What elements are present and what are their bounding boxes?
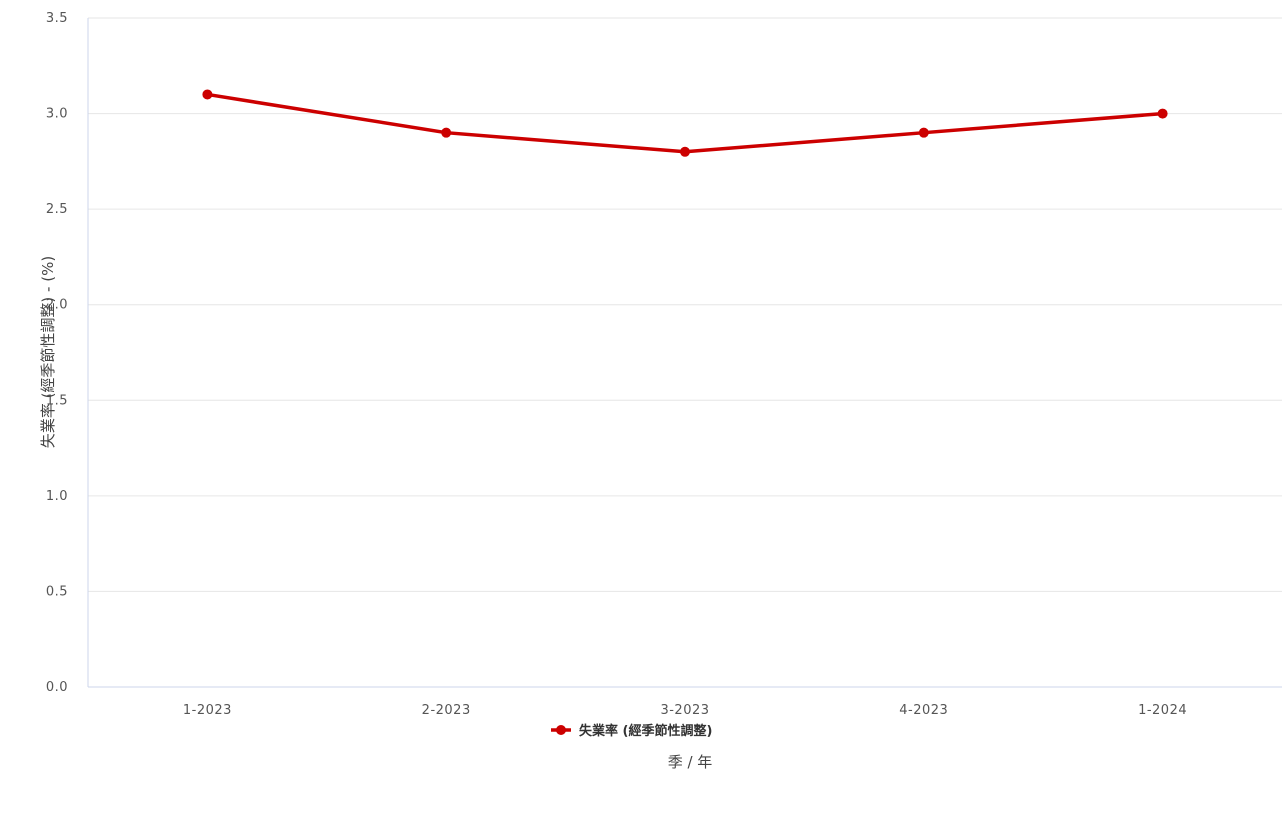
- x-tick-label: 4-2023: [899, 703, 948, 718]
- x-tick-label: 2-2023: [422, 703, 471, 718]
- gridlines: [88, 17, 1282, 592]
- series-group: [202, 89, 1168, 157]
- data-point[interactable]: [680, 146, 690, 157]
- legend-label[interactable]: 失業率 (經季節性調整): [579, 723, 712, 739]
- x-tick-label: 1-2024: [1138, 703, 1187, 718]
- y-tick-label: 1.0: [46, 489, 68, 504]
- y-tick-label: 2.0: [46, 298, 68, 313]
- y-axis-ticks: 0.0 0.5 1.0 1.5 2.0 2.5 3.0 3.5: [46, 11, 68, 695]
- x-tick-label: 3-2023: [660, 703, 709, 718]
- y-axis-title: 失業率 (經季節性調整) - (%): [39, 256, 57, 448]
- legend-marker: [556, 725, 566, 735]
- y-tick-label: 0.0: [46, 680, 68, 695]
- y-tick-label: 1.5: [46, 393, 68, 408]
- data-point[interactable]: [202, 89, 213, 100]
- x-axis-title: 季 / 年: [668, 753, 713, 771]
- x-axis-ticks: 1-2023 2-2023 3-2023 4-2023 1-2024: [183, 703, 1187, 718]
- y-tick-label: 0.5: [46, 584, 68, 599]
- y-tick-label: 3.0: [46, 107, 68, 122]
- legend[interactable]: 失業率 (經季節性調整): [551, 723, 712, 739]
- x-tick-label: 1-2023: [183, 703, 232, 718]
- data-point[interactable]: [441, 127, 452, 138]
- y-tick-label: 2.5: [46, 202, 68, 217]
- data-point[interactable]: [1157, 108, 1168, 119]
- series-line: [207, 92, 1163, 154]
- y-tick-label: 3.5: [46, 11, 68, 26]
- data-point[interactable]: [918, 127, 929, 138]
